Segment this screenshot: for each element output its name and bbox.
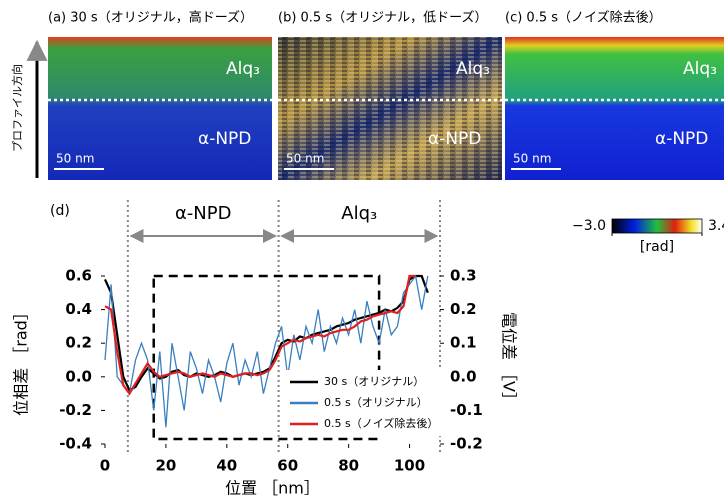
colorbar-ticks: −3.0 3.4	[572, 218, 724, 236]
series-line	[104, 274, 416, 396]
legend-text: 0.5 s（オリジナル）	[324, 396, 428, 409]
y2-axis-label: 電位差 ［V］	[500, 312, 519, 408]
direction-label: プロファイル方向	[10, 64, 24, 152]
layer-label: Alq₃	[683, 59, 717, 79]
layer-label: α-NPD	[428, 129, 481, 149]
scale-label: 50 nm	[513, 152, 551, 166]
x-tick-label: 60	[277, 457, 298, 475]
legend-text: 30 s（オリジナル）	[324, 375, 424, 388]
annotation-box	[152, 274, 381, 441]
layer-label: α-NPD	[655, 129, 708, 149]
image-panels: (a) 30 s（オリジナル，高ドーズ） Alq₃ α-NPD 50 nm (b) 0.…	[48, 10, 724, 180]
y-tick-label: -0.4	[59, 435, 92, 453]
x-tick-label: 80	[338, 457, 359, 475]
x-tick-label: 100	[394, 457, 425, 475]
panel-title: (a) 30 s（オリジナル，高ドーズ）	[48, 10, 253, 26]
colorbar	[611, 218, 703, 234]
layer-label: Alq₃	[456, 59, 490, 79]
colorbar-tick-label: 3.4	[708, 218, 724, 234]
x-tick-label: 0	[100, 457, 110, 475]
panel-title: (b) 0.5 s（オリジナル，低ドーズ）	[278, 10, 487, 26]
x-tick-label: 20	[155, 457, 176, 475]
y2-tick-label: -0.2	[450, 435, 483, 453]
image	[48, 37, 272, 180]
colorbar-tick-label: −3.0	[572, 218, 606, 234]
y-tick-label: 0.4	[65, 300, 92, 318]
series-line	[104, 274, 429, 428]
y-tick-label: -0.2	[59, 401, 92, 419]
x-tick-label: 40	[216, 457, 237, 475]
region-label: Alq₃	[341, 203, 377, 224]
y2-tick-label: 0.2	[450, 300, 477, 318]
panel-title: (c) 0.5 s（ノイズ除去後）	[505, 10, 662, 26]
layer-label: α-NPD	[198, 129, 251, 149]
y-axis-label: 位相差 ［rad］	[12, 304, 31, 416]
y2-tick-label: 0.3	[450, 267, 477, 285]
region-label: α-NPD	[175, 203, 232, 224]
legend-text: 0.5 s（ノイズ除去後）	[324, 416, 438, 430]
y-tick-label: 0.6	[65, 267, 92, 285]
colorbar-label: [rad]	[640, 239, 674, 255]
scale-label: 50 nm	[56, 152, 94, 166]
image-noise	[278, 37, 502, 180]
y-tick-label: 0.0	[65, 367, 92, 385]
y2-tick-label: 0.0	[450, 367, 477, 385]
series-line	[103, 274, 429, 392]
layer-label: Alq₃	[226, 59, 260, 79]
panel-label: (d)	[50, 203, 70, 219]
y2-tick-label: -0.1	[450, 401, 483, 419]
x-axis-label: 位置 ［nm］	[225, 479, 320, 498]
line-chart: α-NPD Alq₃ 0 20 40 60 80 100 -0.4 -0.2 0.0 0.2 0.4 0.…	[12, 200, 519, 498]
y2-tick-label: 0.1	[450, 334, 477, 352]
scale-label: 50 nm	[286, 152, 324, 166]
image	[505, 37, 724, 180]
y-tick-label: 0.2	[65, 334, 92, 352]
